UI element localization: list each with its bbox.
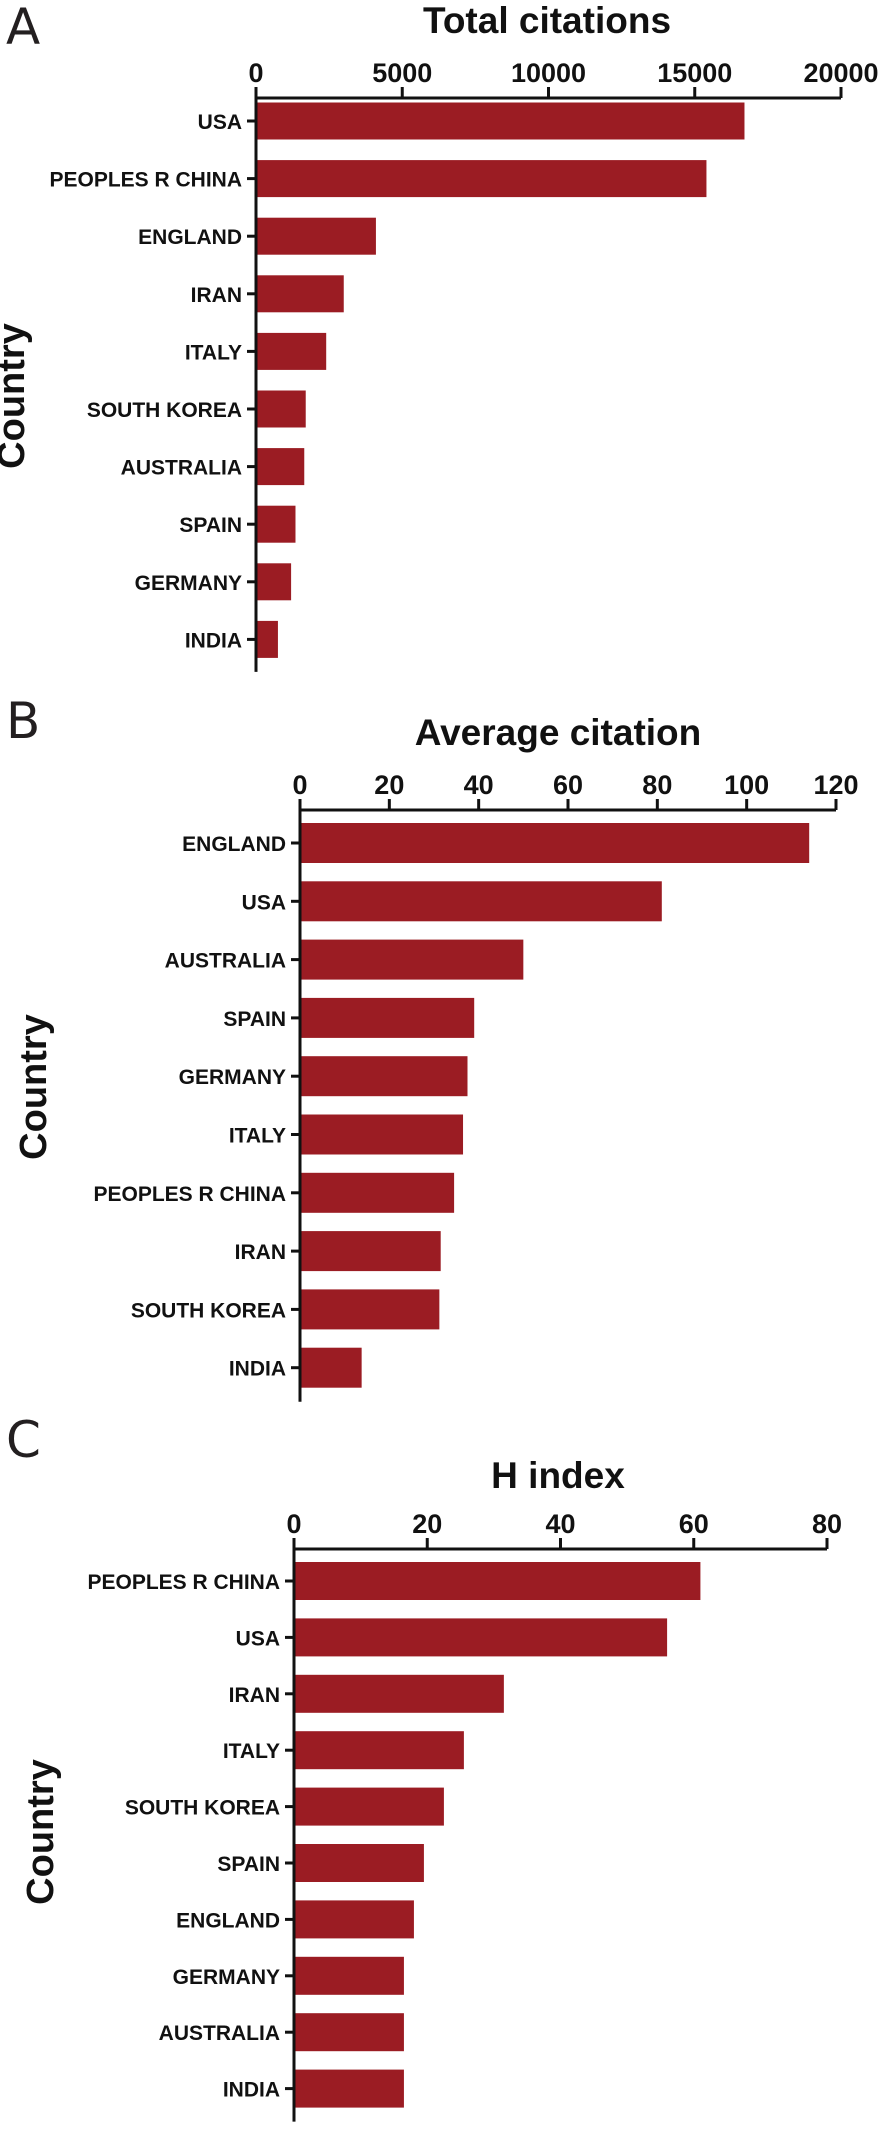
panel-c-x-tick-label: 60 bbox=[679, 1509, 709, 1539]
panel-b-title: Average citation bbox=[415, 712, 702, 753]
panel-c-bar bbox=[295, 1618, 668, 1657]
panel-c-bar bbox=[295, 1900, 414, 1939]
panel-a-title: Total citations bbox=[423, 0, 671, 41]
panel-a-x-tick-label: 5000 bbox=[372, 58, 432, 88]
panel-b-category-label: GERMANY bbox=[179, 1066, 286, 1089]
panel-c-category-label: GERMANY bbox=[173, 1966, 280, 1989]
panel-c-x-tick-label: 40 bbox=[545, 1509, 575, 1539]
panel-b-category-label: SPAIN bbox=[223, 1008, 286, 1031]
panel-c-category-label: SOUTH KOREA bbox=[125, 1797, 280, 1820]
panel-b-bar bbox=[301, 1172, 455, 1213]
panel-b-x-tick-label: 60 bbox=[553, 770, 583, 800]
panel-b-bar bbox=[301, 881, 662, 922]
panel-a-letter: A bbox=[6, 0, 40, 56]
panel-c-category-label: ENGLAND bbox=[176, 1909, 280, 1932]
panel-c-category-label: PEOPLES R CHINA bbox=[87, 1571, 280, 1594]
panel-a-category-label: INDIA bbox=[185, 629, 242, 652]
panel-a-category-label: GERMANY bbox=[135, 572, 242, 595]
panel-c-bar bbox=[295, 2013, 404, 2052]
panel-c-category-label: AUSTRALIA bbox=[159, 2022, 280, 2045]
panel-a-category-label: PEOPLES R CHINA bbox=[49, 169, 242, 192]
panel-b-x-tick-label: 80 bbox=[642, 770, 672, 800]
panel-b-category-label: ENGLAND bbox=[182, 833, 286, 856]
panel-b-category-label: IRAN bbox=[235, 1241, 286, 1264]
panel-a-x-tick-label: 10000 bbox=[511, 58, 586, 88]
panel-a-x-tick-label: 20000 bbox=[803, 58, 878, 88]
panel-a-x-tick-label: 0 bbox=[248, 58, 263, 88]
panel-b-category-label: SOUTH KOREA bbox=[131, 1299, 286, 1322]
panel-b-bar bbox=[301, 1056, 468, 1097]
panel-a-bar bbox=[257, 620, 278, 658]
panel-b-bar bbox=[301, 823, 810, 863]
panel-b-y-axis-title: Country bbox=[13, 1014, 55, 1160]
panel-b-x-tick-label: 20 bbox=[374, 770, 404, 800]
panel-b-bar bbox=[301, 997, 475, 1038]
panel-a-category-label: IRAN bbox=[191, 284, 242, 307]
panel-c-bar bbox=[295, 1731, 464, 1770]
panel-c-x-tick-label: 0 bbox=[286, 1509, 301, 1539]
panel-c-y-axis-title: Country bbox=[20, 1759, 62, 1905]
panel-a-category-label: ITALY bbox=[185, 341, 242, 364]
panel-c-bar bbox=[295, 1674, 504, 1713]
panel-c-category-label: ITALY bbox=[223, 1740, 280, 1763]
panel-a-category-label: SPAIN bbox=[179, 514, 242, 537]
panel-a-bar bbox=[257, 160, 707, 198]
panel-a-bar bbox=[257, 217, 376, 255]
panel-a-bar bbox=[257, 332, 327, 370]
panel-a-bar bbox=[257, 102, 745, 140]
panel-c-x-tick-label: 80 bbox=[812, 1509, 842, 1539]
panel-b-category-label: AUSTRALIA bbox=[165, 950, 286, 973]
panel-b-bar bbox=[301, 1347, 362, 1388]
panel-c-category-label: SPAIN bbox=[217, 1853, 280, 1876]
panel-c-category-label: USA bbox=[236, 1627, 280, 1650]
panel-a-bar bbox=[257, 505, 296, 543]
panel-a-y-axis-title: Country bbox=[0, 323, 33, 469]
panel-c-bar bbox=[295, 1956, 404, 1995]
panel-b-bar bbox=[301, 1114, 464, 1155]
panel-a-category-label: USA bbox=[198, 111, 242, 134]
panel-c-category-label: IRAN bbox=[229, 1684, 280, 1707]
panel-c-bar bbox=[295, 1787, 444, 1826]
panel-a-bar bbox=[257, 275, 344, 313]
panel-c-x-tick-label: 20 bbox=[412, 1509, 442, 1539]
panel-b-bar bbox=[301, 1289, 440, 1330]
panel-b-x-tick-label: 100 bbox=[724, 770, 769, 800]
panel-b-category-label: ITALY bbox=[229, 1125, 286, 1148]
panel-b-x-tick-label: 120 bbox=[813, 770, 858, 800]
panel-b-category-label: PEOPLES R CHINA bbox=[93, 1183, 286, 1206]
panel-c-title: H index bbox=[491, 1455, 625, 1496]
panel-a-category-label: ENGLAND bbox=[138, 226, 242, 249]
panel-a-x-tick-label: 15000 bbox=[657, 58, 732, 88]
panel-c-bar bbox=[295, 1844, 424, 1882]
panel-b-x-tick-label: 0 bbox=[292, 770, 307, 800]
panel-b-letter: B bbox=[6, 692, 40, 750]
panel-b-category-label: USA bbox=[242, 891, 286, 914]
panel-a-bar bbox=[257, 563, 292, 601]
panel-a-category-label: AUSTRALIA bbox=[121, 457, 242, 480]
panel-c-category-label: INDIA bbox=[223, 2079, 280, 2102]
panel-b-bar bbox=[301, 939, 524, 980]
panel-a-bar bbox=[257, 448, 305, 486]
panel-b-x-tick-label: 40 bbox=[464, 770, 494, 800]
panel-b-bar bbox=[301, 1231, 441, 1272]
panel-b-category-label: INDIA bbox=[229, 1358, 286, 1381]
panel-c-letter: C bbox=[6, 1411, 41, 1469]
panel-a-bar bbox=[257, 390, 306, 428]
panel-c-bar bbox=[295, 2069, 404, 2108]
panel-a-category-label: SOUTH KOREA bbox=[87, 399, 242, 422]
panel-c-bar bbox=[295, 1562, 701, 1600]
